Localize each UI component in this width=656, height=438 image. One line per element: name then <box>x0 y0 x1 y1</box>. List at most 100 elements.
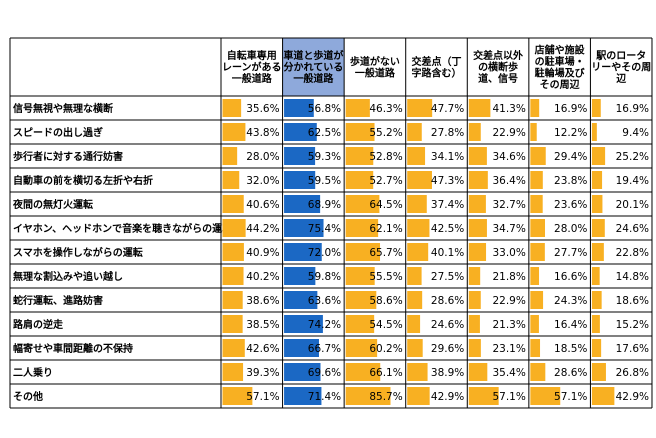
row-label: 幅寄せや車間距離の不保持 <box>13 342 133 355</box>
data-bar <box>591 171 603 189</box>
data-bar <box>222 339 245 357</box>
row-label: 路肩の逆走 <box>13 318 64 331</box>
data-label: 29.6% <box>431 343 464 355</box>
data-label: 41.3% <box>492 103 525 115</box>
data-label: 62.5% <box>308 127 341 139</box>
data-label: 24.3% <box>554 295 587 307</box>
data-bar <box>591 315 600 333</box>
data-label: 20.1% <box>616 199 649 211</box>
data-label: 74.2% <box>308 319 341 331</box>
data-bar <box>591 363 606 381</box>
data-label: 23.8% <box>554 175 587 187</box>
data-label: 19.4% <box>616 175 649 187</box>
data-label: 58.6% <box>369 295 402 307</box>
data-label: 38.9% <box>431 367 464 379</box>
data-label: 52.8% <box>369 151 402 163</box>
data-bar <box>222 219 246 237</box>
row-label: スピードの出し過ぎ <box>13 126 103 139</box>
row-label: その他 <box>13 390 43 403</box>
data-label: 65.7% <box>369 247 402 259</box>
data-bar <box>407 363 428 381</box>
data-label: 38.6% <box>246 295 279 307</box>
data-bar <box>407 267 422 285</box>
column-header: の横断歩 <box>478 61 518 74</box>
data-label: 47.3% <box>431 175 464 187</box>
data-label: 57.1% <box>492 391 525 403</box>
data-bar <box>345 123 375 141</box>
column-header: 字路含む） <box>411 66 461 79</box>
data-label: 62.1% <box>369 223 402 235</box>
data-label: 27.7% <box>554 247 587 259</box>
data-bar <box>530 171 543 189</box>
data-bar <box>345 243 381 261</box>
data-label: 22.9% <box>492 295 525 307</box>
data-bar <box>468 339 481 357</box>
data-bar <box>345 315 375 333</box>
data-label: 35.6% <box>246 103 279 115</box>
data-bar <box>284 315 323 333</box>
row-label: スマホを操作しながらの運転 <box>13 246 143 259</box>
data-bar <box>284 171 316 189</box>
data-label: 17.6% <box>616 343 649 355</box>
data-bar <box>284 195 321 213</box>
column-header: レーンがある <box>222 61 282 74</box>
data-label: 59.3% <box>308 151 341 163</box>
data-bar <box>345 363 381 381</box>
data-bar <box>222 123 246 141</box>
data-bar <box>284 123 317 141</box>
data-bar <box>345 267 375 285</box>
data-label: 27.8% <box>431 127 464 139</box>
data-label: 22.9% <box>492 127 525 139</box>
data-bar <box>222 195 244 213</box>
data-label: 32.7% <box>492 199 525 211</box>
data-bar <box>530 363 546 381</box>
data-label: 21.3% <box>492 319 525 331</box>
data-bar <box>468 219 487 237</box>
data-bar <box>468 243 487 261</box>
data-bar <box>591 219 605 237</box>
data-label: 34.7% <box>492 223 525 235</box>
data-bar <box>407 339 423 357</box>
data-label: 69.6% <box>308 367 341 379</box>
row-label: 夜間の無灯火運転 <box>12 198 93 211</box>
data-label: 37.4% <box>431 199 464 211</box>
data-bar <box>407 243 429 261</box>
data-bar <box>530 147 546 165</box>
data-bar <box>407 291 423 309</box>
data-bar <box>591 387 615 405</box>
data-label: 12.2% <box>554 127 587 139</box>
row-label: イヤホン、ヘッドホンで音楽を聴きながらの運転 <box>13 222 232 235</box>
column-header: 分かれている <box>284 61 344 74</box>
row-label: 信号無視や無理な横断 <box>13 102 113 115</box>
data-label: 32.0% <box>246 175 279 187</box>
row-label: 蛇行運転、進路妨害 <box>13 294 103 307</box>
data-label: 39.3% <box>246 367 279 379</box>
column-header: 道、信号 <box>478 72 518 85</box>
data-label: 28.6% <box>431 295 464 307</box>
data-label: 25.2% <box>616 151 649 163</box>
data-bar <box>530 219 546 237</box>
data-bar <box>222 363 244 381</box>
data-label: 60.2% <box>369 343 402 355</box>
data-label: 26.8% <box>616 367 649 379</box>
data-bar <box>468 195 486 213</box>
data-bar <box>345 99 370 117</box>
data-bar <box>284 363 321 381</box>
data-bar <box>530 267 540 285</box>
column-header: 店舗や施設 <box>535 43 586 56</box>
data-bar <box>591 339 602 357</box>
data-label: 34.6% <box>492 151 525 163</box>
data-label: 64.5% <box>369 199 402 211</box>
data-label: 21.8% <box>492 271 525 283</box>
data-label: 42.9% <box>616 391 649 403</box>
data-label: 34.1% <box>431 151 464 163</box>
data-bar <box>468 363 488 381</box>
data-label: 9.4% <box>622 127 649 139</box>
data-bar <box>468 291 481 309</box>
data-label: 28.6% <box>554 367 587 379</box>
data-bar <box>591 99 601 117</box>
data-label: 40.9% <box>246 247 279 259</box>
row-label: 二人乗り <box>13 366 53 379</box>
data-bar <box>222 315 243 333</box>
data-bar <box>468 147 487 165</box>
